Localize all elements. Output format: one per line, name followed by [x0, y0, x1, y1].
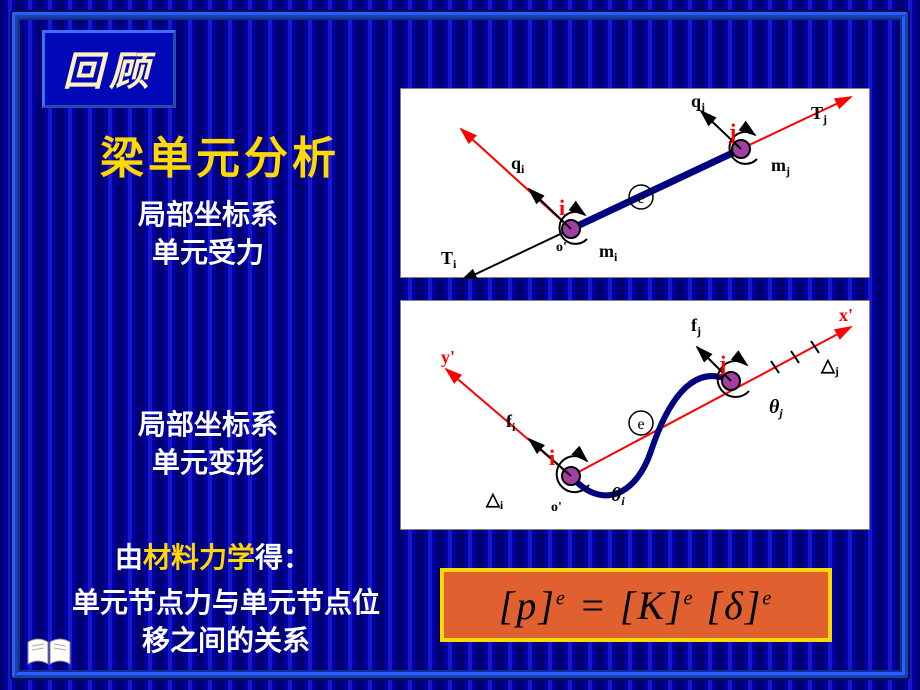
label-relation-l1: 单元节点力与单元节点位	[72, 587, 380, 618]
diagram-beam-deform-svg: y' x' e i j fi △i θi fj △j θj o'	[401, 301, 871, 531]
svg-text:o': o'	[551, 500, 562, 515]
eq-mid: K	[637, 583, 666, 628]
label-material-suffix: 得：	[255, 542, 311, 573]
label-local-force-l2: 单元受力	[152, 237, 264, 268]
eq-sup3: e	[762, 587, 773, 609]
label-relation: 单元节点力与单元节点位 移之间的关系	[72, 584, 380, 660]
svg-text:θj: θj	[769, 396, 783, 420]
label-material-highlight: 材料力学	[143, 542, 255, 573]
svg-text:qi: qi	[511, 153, 525, 176]
label-relation-l2: 移之间的关系	[142, 625, 310, 656]
svg-text:e: e	[637, 190, 644, 207]
label-material-mech: 由材料力学得：	[115, 536, 311, 576]
svg-text:fi: fi	[506, 411, 516, 434]
label-local-deform-l1: 局部坐标系	[138, 409, 278, 440]
label-local-force: 局部坐标系 单元受力	[138, 196, 278, 272]
svg-text:y': y'	[441, 347, 455, 367]
label-local-deform: 局部坐标系 单元变形	[138, 406, 278, 482]
svg-text:Ti: Ti	[441, 248, 457, 271]
svg-text:qj: qj	[691, 91, 705, 114]
svg-text:i: i	[549, 445, 555, 470]
svg-text:fj: fj	[691, 315, 701, 338]
svg-text:Tj: Tj	[811, 103, 827, 126]
label-local-deform-l2: 单元变形	[152, 447, 264, 478]
header-badge: 回顾	[42, 30, 176, 108]
eq-sup2: e	[684, 587, 695, 609]
eq-rhs: δ	[724, 583, 745, 628]
label-material-prefix: 由	[115, 542, 143, 573]
svg-text:i: i	[559, 195, 565, 220]
diagram-beam-deform: y' x' e i j fi △i θi fj △j θj o'	[400, 300, 870, 530]
label-local-force-l1: 局部坐标系	[138, 199, 278, 230]
equation-text: [p]e = [K]e [δ]e	[499, 582, 773, 629]
diagram-beam-forces: e i j o' Ti qi mi qj mj Tj	[400, 88, 870, 278]
svg-text:e: e	[637, 416, 644, 433]
svg-text:△j: △j	[820, 355, 839, 378]
svg-text:j: j	[718, 351, 726, 376]
equation-box: [p]e = [K]e [δ]e	[440, 568, 832, 642]
header-badge-text: 回顾	[63, 49, 155, 94]
svg-text:mi: mi	[599, 241, 618, 264]
eq-lhs: p	[516, 583, 538, 628]
svg-text:o': o'	[556, 240, 567, 255]
svg-text:mj: mj	[771, 155, 790, 178]
svg-text:△i: △i	[485, 489, 504, 512]
svg-text:x': x'	[839, 305, 853, 325]
page-title: 梁单元分析	[100, 122, 340, 186]
eq-sup1: e	[556, 587, 567, 609]
diagram-beam-forces-svg: e i j o' Ti qi mi qj mj Tj	[401, 89, 871, 279]
book-icon	[26, 638, 72, 668]
svg-text:j: j	[728, 119, 736, 144]
